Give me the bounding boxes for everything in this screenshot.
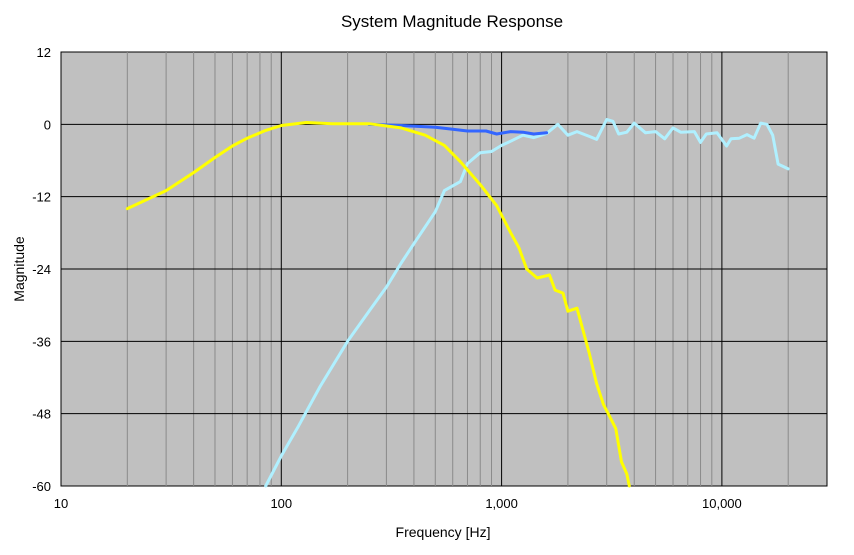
y-tick-label: -12	[32, 190, 51, 205]
x-axis-label: Frequency [Hz]	[396, 524, 491, 540]
y-tick-label: -24	[32, 262, 51, 277]
series-line-3	[264, 118, 790, 488]
y-tick-labels: 12 0 -12 -24 -36 -48 -60	[32, 45, 51, 494]
y-tick-label: -60	[32, 479, 51, 494]
x-tick-label: 10	[54, 496, 68, 511]
y-tick-label: -48	[32, 407, 51, 422]
x-tick-label: 100	[270, 496, 292, 511]
series-layer	[125, 118, 790, 488]
series-line-2	[125, 121, 631, 488]
series-line-1	[367, 122, 549, 136]
x-tick-labels: 10 100 1,000 10,000	[54, 496, 742, 511]
chart-title: System Magnitude Response	[341, 12, 563, 31]
y-tick-label: -36	[32, 334, 51, 349]
y-tick-label: 0	[44, 117, 51, 132]
x-tick-label: 10,000	[702, 496, 742, 511]
x-tick-label: 1,000	[485, 496, 518, 511]
y-tick-label: 12	[37, 45, 51, 60]
y-axis-label: Magnitude	[11, 236, 27, 302]
